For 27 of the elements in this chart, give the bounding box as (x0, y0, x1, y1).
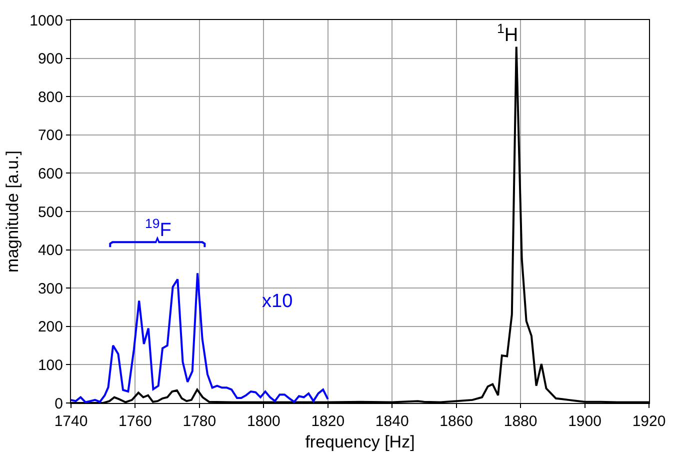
y-tick-label: 900 (38, 50, 63, 68)
x-tick-label: 1780 (182, 413, 216, 430)
x-tick-label: 1900 (568, 413, 602, 430)
annotation: $^{19}$F (145, 216, 172, 241)
y-tick-label: 400 (38, 242, 63, 260)
x-tick-label: 1800 (246, 413, 280, 430)
y-tick-label: 300 (38, 280, 63, 298)
x-tick-label: 1880 (504, 413, 538, 430)
annotation: x10 (262, 291, 293, 312)
x-tick-label: 1820 (311, 413, 345, 430)
x-tick-label: 1860 (440, 413, 474, 430)
y-tick-label: 1000 (30, 12, 63, 30)
y-axis-title: magnitude [a.u.] (3, 150, 22, 272)
annotation: $^{1}$H (497, 21, 518, 46)
x-tick-label: 1760 (118, 413, 152, 430)
y-tick-label: 0 (54, 395, 63, 412)
x-tick-label: 1920 (632, 413, 666, 430)
y-tick-label: 600 (38, 165, 63, 182)
y-tick-label: 700 (38, 127, 63, 144)
y-tick-label: 200 (38, 318, 63, 336)
y-tick-label: 100 (38, 356, 63, 374)
line-series (71, 272, 329, 403)
y-tick-label: 500 (38, 204, 63, 221)
y-tick-label: 800 (38, 88, 63, 106)
x-axis-title: frequency [Hz] (305, 432, 415, 452)
x-tick-label: 1840 (375, 413, 409, 430)
x-tick-label: 1740 (54, 413, 88, 430)
